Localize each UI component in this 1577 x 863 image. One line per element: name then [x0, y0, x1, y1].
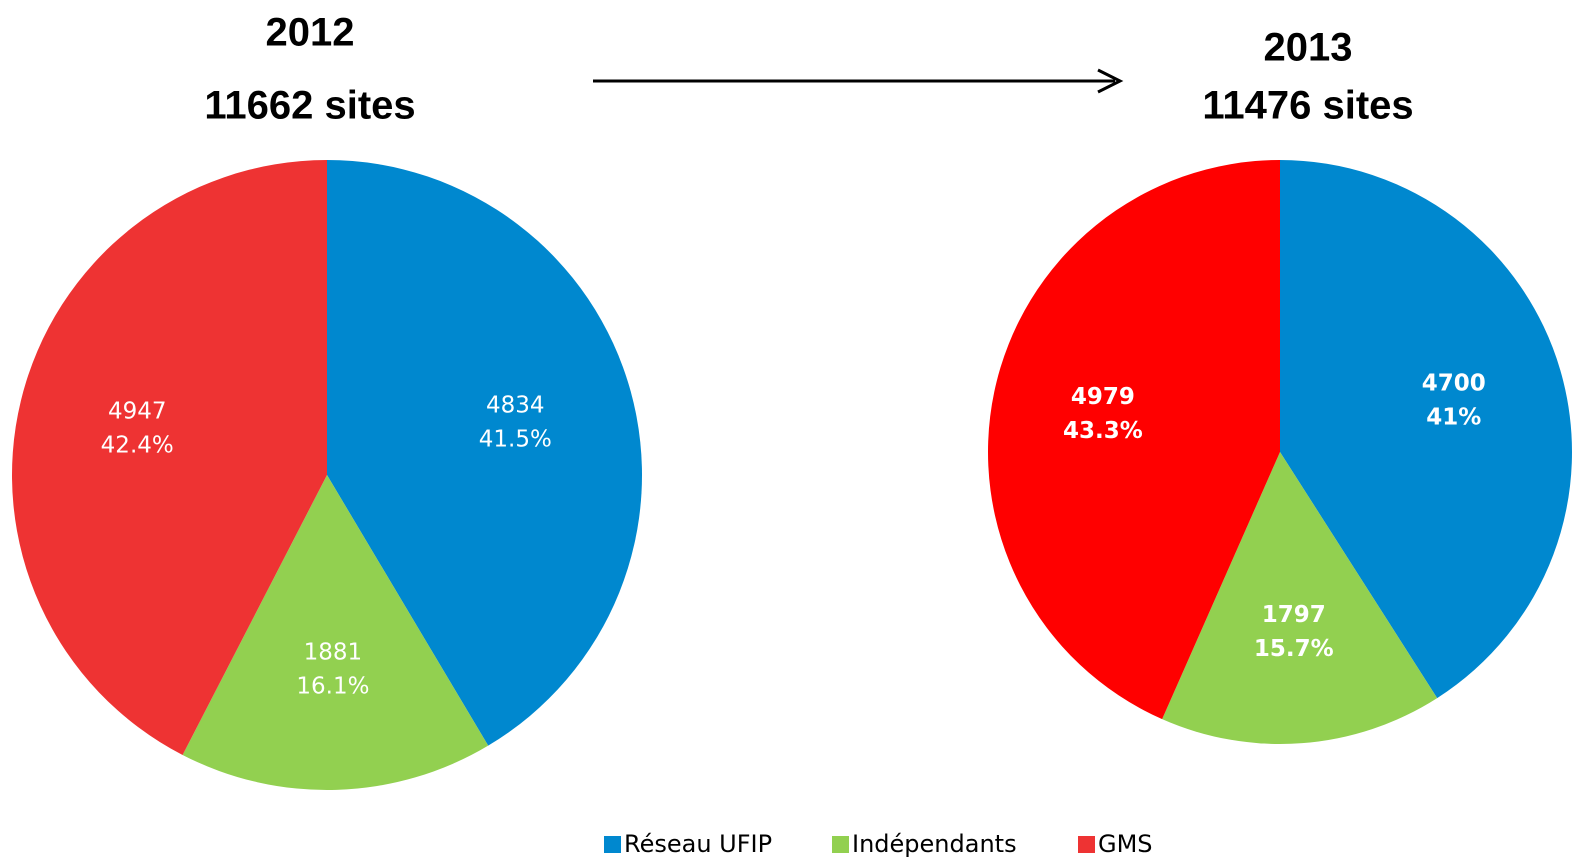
data-label-percent: 42.4%: [101, 432, 174, 458]
chart-subtitle: 11476 sites: [1202, 84, 1413, 128]
data-label-value: 4947: [108, 398, 167, 424]
pie-slice: [182, 475, 489, 791]
chart-title: 2012: [266, 11, 355, 55]
legend-label: Indépendants: [852, 830, 1017, 858]
pie-slice: [987, 160, 1280, 720]
data-label-value: 4979: [1071, 384, 1135, 410]
data-label-percent: 41%: [1426, 405, 1481, 431]
legend-label: Réseau UFIP: [624, 830, 772, 858]
chart-title: 2013: [1264, 26, 1353, 70]
data-label-value: 4834: [486, 393, 545, 419]
legend-swatch: [832, 836, 849, 853]
pie-slice: [1280, 160, 1572, 699]
data-label-value: 1797: [1262, 602, 1326, 628]
data-label-percent: 43.3%: [1063, 418, 1143, 444]
arrow-head: [1097, 68, 1124, 94]
data-label-value: 1881: [304, 640, 363, 666]
pie-slice: [1162, 452, 1438, 744]
data-label-percent: 41.5%: [479, 427, 552, 453]
legend-swatch: [1078, 836, 1095, 853]
data-label-percent: 16.1%: [296, 674, 369, 700]
data-label-percent: 15.7%: [1254, 636, 1334, 662]
data-label-value: 4700: [1422, 371, 1486, 397]
chart-subtitle: 11662 sites: [204, 84, 415, 128]
legend-swatch: [604, 836, 621, 853]
pie-slice: [327, 160, 643, 746]
pie-slice: [11, 159, 328, 755]
legend-label: GMS: [1098, 830, 1153, 858]
